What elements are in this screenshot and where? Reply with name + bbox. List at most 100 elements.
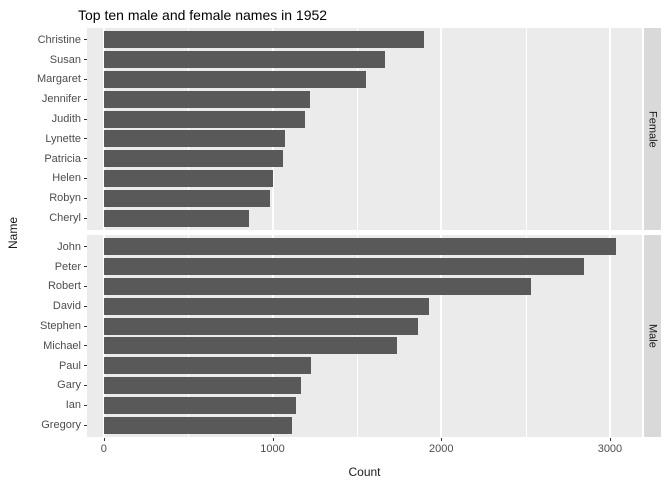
minor-gridline	[356, 28, 358, 230]
major-gridline	[271, 235, 274, 437]
y-tick-mark	[84, 384, 87, 386]
y-tick-mark	[84, 217, 87, 219]
bars-group	[87, 235, 642, 437]
bar-christine	[103, 31, 425, 49]
y-tick-mark	[84, 424, 87, 426]
y-tick-mark	[84, 39, 87, 41]
category-label: John	[57, 240, 81, 253]
y-axis-labels-female: Christine Susan Margaret Jennifer Judith Lyne…	[26, 28, 87, 230]
y-axis-label: Michael	[26, 336, 87, 356]
bar-cheryl	[103, 209, 249, 227]
facet-strip-label: Male	[646, 324, 659, 348]
y-axis-label: Gregory	[26, 415, 87, 435]
bar-row	[87, 188, 642, 208]
x-tick-label: 1000	[260, 443, 285, 455]
x-tick-label: 0	[100, 443, 107, 455]
y-axis-label: Margaret	[26, 70, 87, 90]
y-tick-mark	[84, 98, 87, 100]
y-tick-mark	[84, 197, 87, 199]
category-label: Peter	[54, 260, 81, 273]
category-label: Robert	[47, 280, 81, 293]
bar-jennifer	[103, 90, 310, 108]
category-label: Gary	[57, 379, 81, 392]
y-axis-label: Paul	[26, 356, 87, 376]
bar-robyn	[103, 189, 271, 207]
category-label: Stephen	[40, 320, 81, 333]
bar-david	[103, 297, 429, 315]
bar-gregory	[103, 416, 292, 434]
y-tick-mark	[84, 285, 87, 287]
bar-john	[103, 238, 616, 256]
bar-row	[87, 208, 642, 228]
category-label: Ian	[65, 399, 81, 412]
panel-male	[87, 235, 642, 437]
bar-row	[87, 296, 642, 316]
category-label: Gregory	[41, 419, 81, 432]
y-axis-label: Gary	[26, 376, 87, 396]
bar-susan	[103, 51, 385, 69]
y-axis-label: Peter	[26, 257, 87, 277]
bar-row	[87, 257, 642, 277]
bar-row	[87, 129, 642, 149]
y-tick-mark	[84, 177, 87, 179]
panel-female	[87, 28, 642, 230]
category-label: David	[52, 300, 81, 313]
bar-patricia	[103, 150, 283, 168]
bar-row	[87, 149, 642, 169]
bar-ian	[103, 396, 297, 414]
x-axis-title: Count	[348, 465, 381, 479]
y-tick-mark	[84, 158, 87, 160]
major-gridline	[102, 235, 105, 437]
category-label: Patricia	[44, 152, 81, 165]
x-tick-mark	[441, 438, 443, 441]
category-label: Jennifer	[41, 93, 81, 106]
y-tick-mark	[84, 404, 87, 406]
y-axis-label: Lynette	[26, 129, 87, 149]
plot-area: Name Christine Susan Margaret Jennifer Judit…	[0, 28, 672, 480]
y-tick-mark	[84, 78, 87, 80]
y-tick-mark	[84, 138, 87, 140]
y-axis-label: Ian	[26, 395, 87, 415]
y-axis-label: Judith	[26, 109, 87, 129]
y-axis-label: Susan	[26, 50, 87, 70]
x-tick-mark	[272, 438, 274, 441]
bar-row	[87, 316, 642, 336]
bar-gary	[103, 376, 302, 394]
minor-gridline	[525, 28, 527, 230]
bar-michael	[103, 337, 398, 355]
category-label: Robyn	[49, 192, 81, 205]
y-axis-labels-male: John Peter Robert David Stephen Michael Paul Ga…	[26, 235, 87, 437]
y-tick-mark	[84, 305, 87, 307]
bar-row	[87, 376, 642, 396]
bar-row	[87, 415, 642, 435]
bar-robert	[103, 277, 532, 295]
minor-gridline	[188, 235, 190, 437]
y-tick-mark	[84, 345, 87, 347]
bar-judith	[103, 110, 306, 128]
major-gridline	[608, 235, 611, 437]
x-tick-label: 2000	[429, 443, 454, 455]
y-axis-label: Cheryl	[26, 208, 87, 228]
y-axis-title: Name	[0, 28, 26, 437]
y-axis-label: John	[26, 237, 87, 257]
minor-gridline	[525, 235, 527, 437]
facet-strip-female: Female	[644, 28, 661, 230]
y-axis-label: David	[26, 296, 87, 316]
category-label: Paul	[58, 359, 81, 372]
bar-row	[87, 356, 642, 376]
bar-margaret	[103, 70, 367, 88]
y-axis-label: Robyn	[26, 188, 87, 208]
bar-row	[87, 395, 642, 415]
bars-group	[87, 28, 642, 230]
major-gridline	[271, 28, 274, 230]
y-tick-mark	[84, 266, 87, 268]
bar-peter	[103, 258, 584, 276]
bar-row	[87, 50, 642, 70]
bar-row	[87, 336, 642, 356]
bar-row	[87, 109, 642, 129]
category-label: Judith	[51, 113, 81, 126]
y-axis-label: Robert	[26, 277, 87, 297]
bar-row	[87, 70, 642, 90]
bar-row	[87, 277, 642, 297]
